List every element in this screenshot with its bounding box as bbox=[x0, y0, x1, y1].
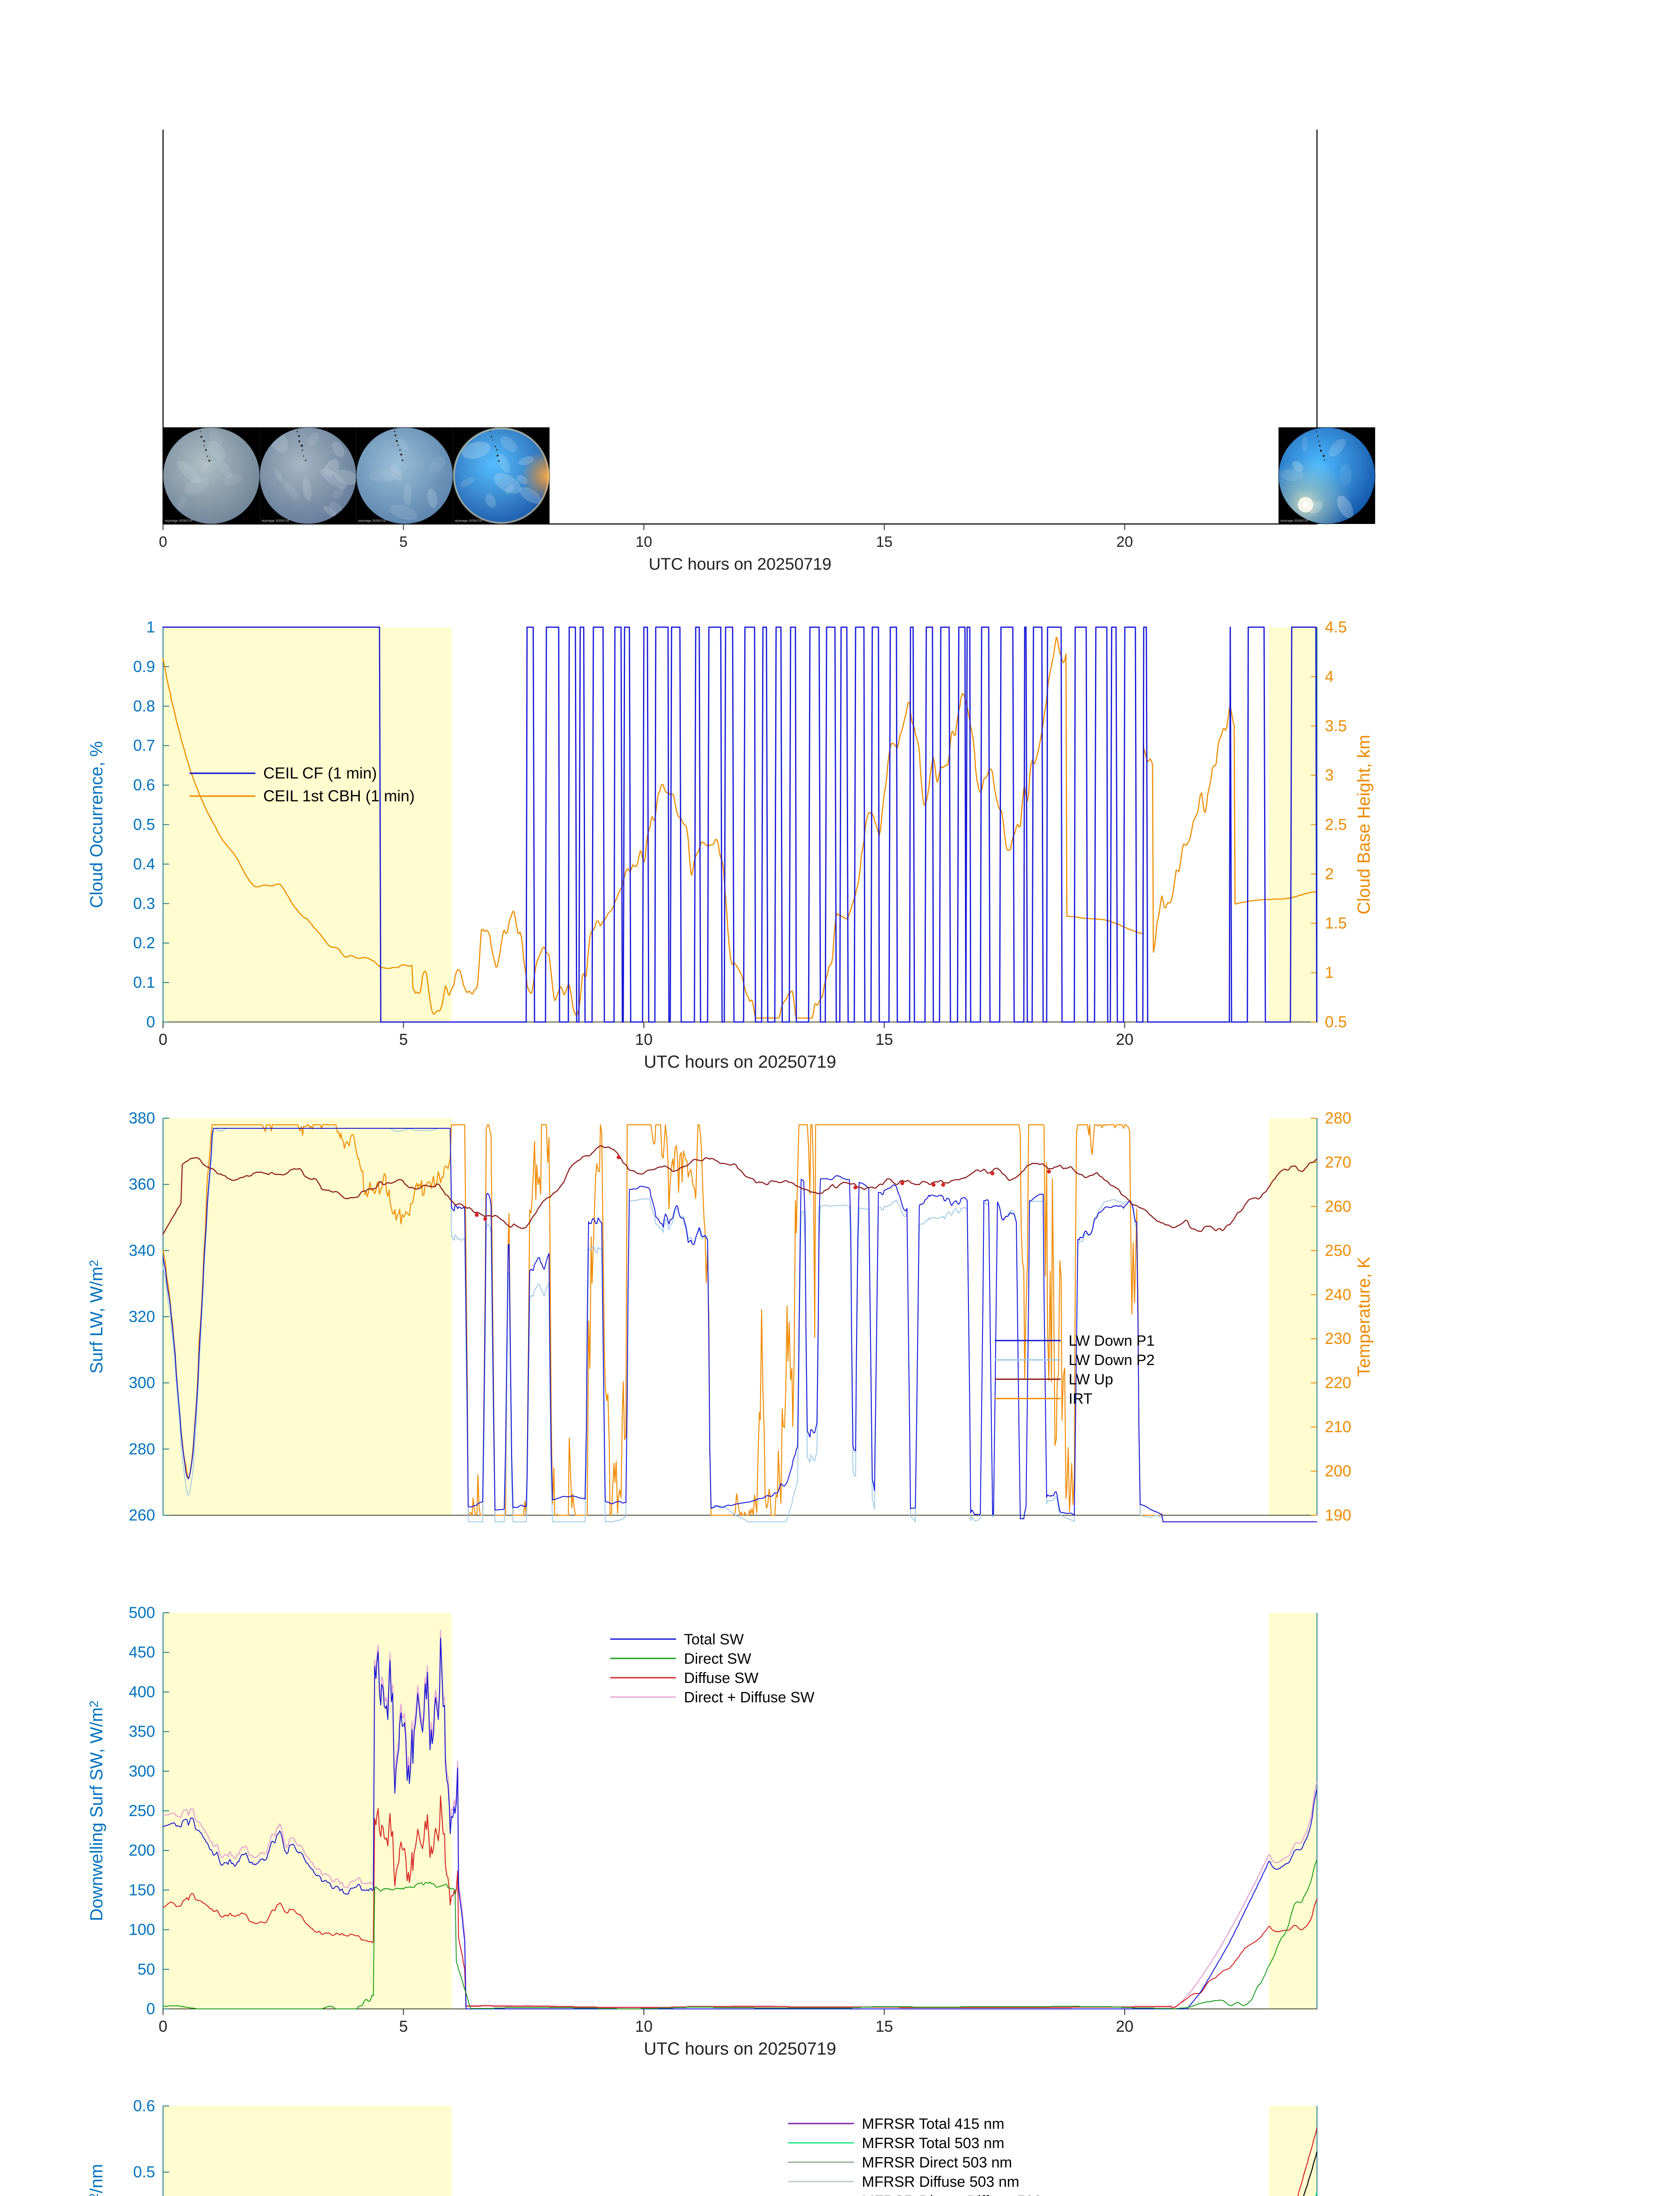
svg-text:0.2: 0.2 bbox=[133, 934, 155, 952]
svg-text:CEIL 1st CBH (1 min): CEIL 1st CBH (1 min) bbox=[263, 787, 415, 805]
svg-text:0.5: 0.5 bbox=[133, 816, 155, 834]
svg-text:0.3: 0.3 bbox=[133, 894, 155, 912]
svg-text:skyimage 20250719: skyimage 20250719 bbox=[261, 520, 289, 523]
svg-text:230: 230 bbox=[1325, 1329, 1351, 1347]
svg-text:IRT: IRT bbox=[1069, 1391, 1092, 1407]
svg-text:280: 280 bbox=[1325, 1109, 1351, 1127]
svg-text:0.9: 0.9 bbox=[133, 657, 155, 675]
svg-text:0.6: 0.6 bbox=[133, 2097, 155, 2115]
svg-text:250: 250 bbox=[129, 1802, 155, 1820]
svg-text:200: 200 bbox=[1325, 1462, 1351, 1480]
svg-text:1.5: 1.5 bbox=[1325, 914, 1347, 932]
svg-text:350: 350 bbox=[129, 1723, 155, 1741]
svg-text:2.5: 2.5 bbox=[1325, 816, 1347, 834]
svg-text:LW Up: LW Up bbox=[1069, 1371, 1113, 1388]
svg-text:5: 5 bbox=[399, 534, 408, 550]
svg-text:190: 190 bbox=[1325, 1506, 1351, 1524]
svg-text:100: 100 bbox=[129, 1921, 155, 1939]
svg-text:10: 10 bbox=[635, 2017, 653, 2035]
svg-text:0: 0 bbox=[159, 2017, 167, 2035]
svg-text:0: 0 bbox=[146, 2000, 155, 2018]
svg-text:LW Down P1: LW Down P1 bbox=[1069, 1333, 1155, 1349]
svg-text:10: 10 bbox=[635, 1030, 653, 1048]
svg-text:300: 300 bbox=[129, 1374, 155, 1392]
svg-text:280: 280 bbox=[129, 1440, 155, 1458]
svg-text:Total SW: Total SW bbox=[684, 1631, 744, 1648]
svg-text:20: 20 bbox=[1116, 2017, 1134, 2035]
svg-text:450: 450 bbox=[129, 1643, 155, 1661]
svg-text:340: 340 bbox=[129, 1241, 155, 1259]
svg-text:Surf LW, W/m2: Surf LW, W/m2 bbox=[87, 1260, 106, 1373]
svg-text:Temperature, K: Temperature, K bbox=[1355, 1257, 1374, 1377]
svg-text:MFRSR Diffuse 503 nm: MFRSR Diffuse 503 nm bbox=[862, 2174, 1019, 2190]
svg-text:0.4: 0.4 bbox=[133, 855, 155, 873]
svg-text:skyimage 20250719: skyimage 20250719 bbox=[1280, 520, 1308, 523]
svg-text:CEIL CF (1 min): CEIL CF (1 min) bbox=[263, 764, 377, 782]
svg-text:250: 250 bbox=[1325, 1241, 1351, 1259]
svg-text:15: 15 bbox=[875, 2017, 893, 2035]
svg-text:MFRSR Total 503 nm: MFRSR Total 503 nm bbox=[862, 2135, 1004, 2152]
svg-text:MFRSR Total 415 nm: MFRSR Total 415 nm bbox=[862, 2116, 1004, 2132]
svg-text:MFRSR Direct+Diffuse 503 nm: MFRSR Direct+Diffuse 503 nm bbox=[862, 2193, 1067, 2196]
svg-text:LW Down P2: LW Down P2 bbox=[1069, 1352, 1155, 1369]
svg-text:UTC hours on 20250719: UTC hours on 20250719 bbox=[644, 2039, 836, 2059]
svg-text:0.7: 0.7 bbox=[133, 737, 155, 755]
svg-text:270: 270 bbox=[1325, 1153, 1351, 1171]
svg-text:50: 50 bbox=[137, 1960, 155, 1978]
svg-text:MFRSR Direct 503 nm: MFRSR Direct 503 nm bbox=[862, 2154, 1012, 2171]
svg-text:15: 15 bbox=[875, 1030, 893, 1048]
svg-text:0.6: 0.6 bbox=[133, 776, 155, 794]
svg-text:Cloud Base Height, km: Cloud Base Height, km bbox=[1355, 735, 1374, 914]
svg-text:320: 320 bbox=[129, 1307, 155, 1326]
svg-text:210: 210 bbox=[1325, 1418, 1351, 1436]
svg-text:Cloud Occurrence, %: Cloud Occurrence, % bbox=[87, 741, 106, 908]
svg-text:10: 10 bbox=[636, 534, 652, 550]
svg-text:1: 1 bbox=[146, 618, 155, 636]
svg-text:150: 150 bbox=[129, 1881, 155, 1899]
svg-text:3: 3 bbox=[1325, 766, 1334, 784]
svg-text:5: 5 bbox=[399, 1030, 408, 1048]
svg-text:4.5: 4.5 bbox=[1325, 618, 1347, 636]
svg-text:UTC hours on 20250719: UTC hours on 20250719 bbox=[644, 1052, 836, 1072]
svg-text:300: 300 bbox=[129, 1762, 155, 1780]
svg-text:240: 240 bbox=[1325, 1286, 1351, 1304]
svg-text:260: 260 bbox=[129, 1506, 155, 1524]
svg-text:0: 0 bbox=[146, 1013, 155, 1031]
svg-text:Downwelling Narrowband, W/m2/n: Downwelling Narrowband, W/m2/nm bbox=[87, 2164, 106, 2196]
svg-text:Downwelling Surf SW, W/m2: Downwelling Surf SW, W/m2 bbox=[87, 1701, 106, 1921]
svg-text:skyimage 20250719: skyimage 20250719 bbox=[455, 520, 482, 523]
svg-text:20: 20 bbox=[1116, 1030, 1134, 1048]
svg-text:0: 0 bbox=[159, 534, 167, 550]
svg-text:UTC hours on 20250719: UTC hours on 20250719 bbox=[649, 555, 831, 574]
svg-text:Direct + Diffuse SW: Direct + Diffuse SW bbox=[684, 1689, 814, 1706]
svg-text:skyimage 20250719: skyimage 20250719 bbox=[165, 520, 192, 523]
svg-text:0.5: 0.5 bbox=[1325, 1013, 1347, 1031]
svg-text:360: 360 bbox=[129, 1175, 155, 1193]
svg-text:0.1: 0.1 bbox=[133, 973, 155, 991]
svg-text:Direct SW: Direct SW bbox=[684, 1651, 751, 1667]
svg-text:4: 4 bbox=[1325, 667, 1334, 685]
svg-text:200: 200 bbox=[129, 1841, 155, 1859]
svg-text:500: 500 bbox=[129, 1604, 155, 1622]
svg-text:Diffuse SW: Diffuse SW bbox=[684, 1670, 758, 1687]
svg-text:3.5: 3.5 bbox=[1325, 717, 1347, 735]
svg-text:0.5: 0.5 bbox=[133, 2163, 155, 2181]
svg-text:5: 5 bbox=[399, 2017, 408, 2035]
svg-text:0.8: 0.8 bbox=[133, 697, 155, 715]
svg-text:2: 2 bbox=[1325, 865, 1334, 883]
svg-text:1: 1 bbox=[1325, 964, 1334, 982]
svg-text:skyimage 20250719: skyimage 20250719 bbox=[358, 520, 386, 523]
svg-text:0: 0 bbox=[159, 1030, 167, 1048]
svg-text:20: 20 bbox=[1116, 534, 1133, 550]
svg-text:260: 260 bbox=[1325, 1197, 1351, 1215]
svg-text:400: 400 bbox=[129, 1683, 155, 1701]
svg-text:15: 15 bbox=[876, 534, 892, 550]
svg-text:380: 380 bbox=[129, 1109, 155, 1127]
svg-text:220: 220 bbox=[1325, 1374, 1351, 1392]
